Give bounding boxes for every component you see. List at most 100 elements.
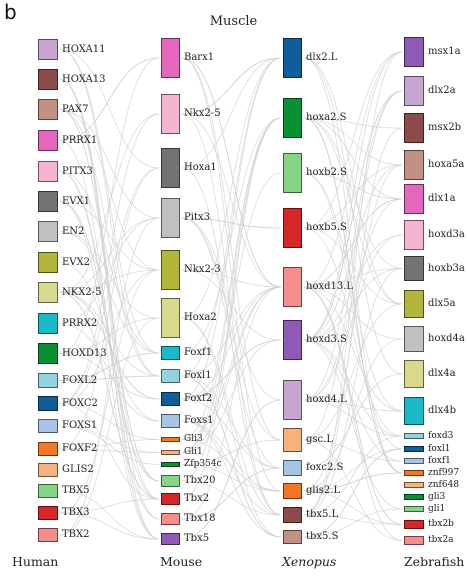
- gene-box: [161, 38, 180, 78]
- link-curve: [181, 57, 282, 169]
- gene-box: [38, 442, 58, 456]
- gene-label: foxf1: [428, 455, 451, 466]
- gene-label: hoxa5a: [428, 159, 465, 170]
- link-curve: [59, 57, 160, 141]
- gene-box: [161, 298, 180, 338]
- link-curve: [59, 49, 160, 169]
- gene-label: Nkx2-5: [184, 108, 221, 119]
- gene-box: [161, 198, 180, 238]
- panel-letter: b: [4, 0, 17, 24]
- link-curve: [303, 90, 403, 401]
- link-curve: [59, 231, 160, 319]
- gene-label: Nkx2-3: [184, 264, 221, 275]
- link-curve: [303, 51, 403, 229]
- gene-box: [38, 313, 58, 334]
- gene-label: EVX1: [62, 195, 91, 207]
- gene-box: [404, 494, 424, 500]
- link-curve: [181, 269, 282, 288]
- link-curve: [303, 399, 403, 437]
- gene-label: Gli1: [184, 447, 203, 457]
- link-curve: [303, 51, 403, 288]
- link-curve: [303, 339, 403, 437]
- gene-box: [161, 462, 180, 467]
- gene-label: dlx4a: [428, 368, 456, 379]
- link-curve: [303, 439, 403, 541]
- gene-label: hoxb3a: [428, 262, 465, 274]
- link-curve: [181, 269, 282, 341]
- link-curve: [303, 435, 403, 516]
- link-curve: [181, 439, 282, 465]
- gene-label: dlx4b: [428, 405, 457, 416]
- link-curve: [303, 172, 403, 200]
- link-curve: [59, 425, 160, 453]
- gene-label: hoxa2.S: [306, 112, 347, 123]
- link-curve: [181, 375, 282, 469]
- gene-box: [38, 463, 58, 477]
- gene-box: [161, 369, 180, 383]
- link-curve: [303, 373, 403, 469]
- gene-label: PRRX2: [62, 317, 98, 329]
- link-curve: [303, 339, 403, 462]
- gene-label: Foxf1: [184, 347, 213, 358]
- link-curve: [59, 113, 160, 404]
- gene-label: hoxd3.S: [306, 334, 347, 345]
- gene-box: [38, 506, 58, 520]
- link-curve: [181, 57, 282, 288]
- gene-label: Barx1: [184, 52, 215, 63]
- link-curve: [59, 201, 160, 271]
- gene-label: EN2: [62, 225, 85, 237]
- gene-label: gsc.L: [306, 434, 333, 445]
- link-curve: [181, 339, 282, 453]
- gene-box: [283, 483, 302, 499]
- link-curve: [181, 217, 282, 441]
- gene-box: [38, 343, 58, 364]
- link-curve: [303, 117, 403, 305]
- link-curve: [59, 403, 160, 500]
- link-curve: [59, 269, 160, 293]
- gene-box: [161, 250, 180, 290]
- link-curve: [181, 339, 282, 400]
- link-curve: [181, 57, 282, 319]
- gene-box: [404, 506, 424, 512]
- gene-box: [283, 380, 302, 420]
- column-name-mouse: Mouse: [160, 554, 203, 569]
- gene-label: PRRX1: [62, 134, 98, 146]
- gene-label: TBX2: [62, 529, 90, 540]
- gene-label: Tbx5: [184, 533, 210, 544]
- link-curve: [181, 286, 282, 520]
- gene-box: [404, 433, 424, 439]
- link-curve: [59, 167, 160, 404]
- gene-box: [38, 252, 58, 273]
- gene-label: HOXD13: [62, 347, 107, 359]
- gene-box: [404, 220, 424, 250]
- gene-box: [38, 99, 58, 120]
- link-curve: [303, 268, 403, 516]
- diagram-title: Muscle: [209, 14, 258, 29]
- link-curve: [59, 171, 160, 354]
- link-curve: [59, 217, 160, 536]
- gene-box: [404, 520, 424, 529]
- link-curve: [181, 317, 282, 538]
- link-curve: [59, 352, 160, 381]
- link-curve: [303, 172, 403, 412]
- link-curve: [181, 117, 282, 354]
- gene-label: foxd3: [428, 430, 454, 441]
- gene-box: [38, 130, 58, 151]
- gene-box: [404, 360, 424, 388]
- gene-label: Tbx18: [184, 513, 216, 524]
- gene-box: [161, 94, 180, 134]
- gene-label: Pitx3: [184, 212, 210, 223]
- link-curve: [181, 57, 282, 400]
- gene-box: [38, 419, 58, 433]
- link-curve: [181, 57, 282, 377]
- link-curve: [181, 172, 282, 453]
- link-curve: [181, 57, 282, 115]
- link-curve: [303, 172, 403, 450]
- link-curve: [303, 339, 403, 510]
- link-curve: [59, 269, 160, 514]
- gene-box: [161, 392, 180, 406]
- gene-box: [161, 450, 180, 455]
- link-curve: [181, 317, 282, 516]
- link-curve: [181, 57, 282, 441]
